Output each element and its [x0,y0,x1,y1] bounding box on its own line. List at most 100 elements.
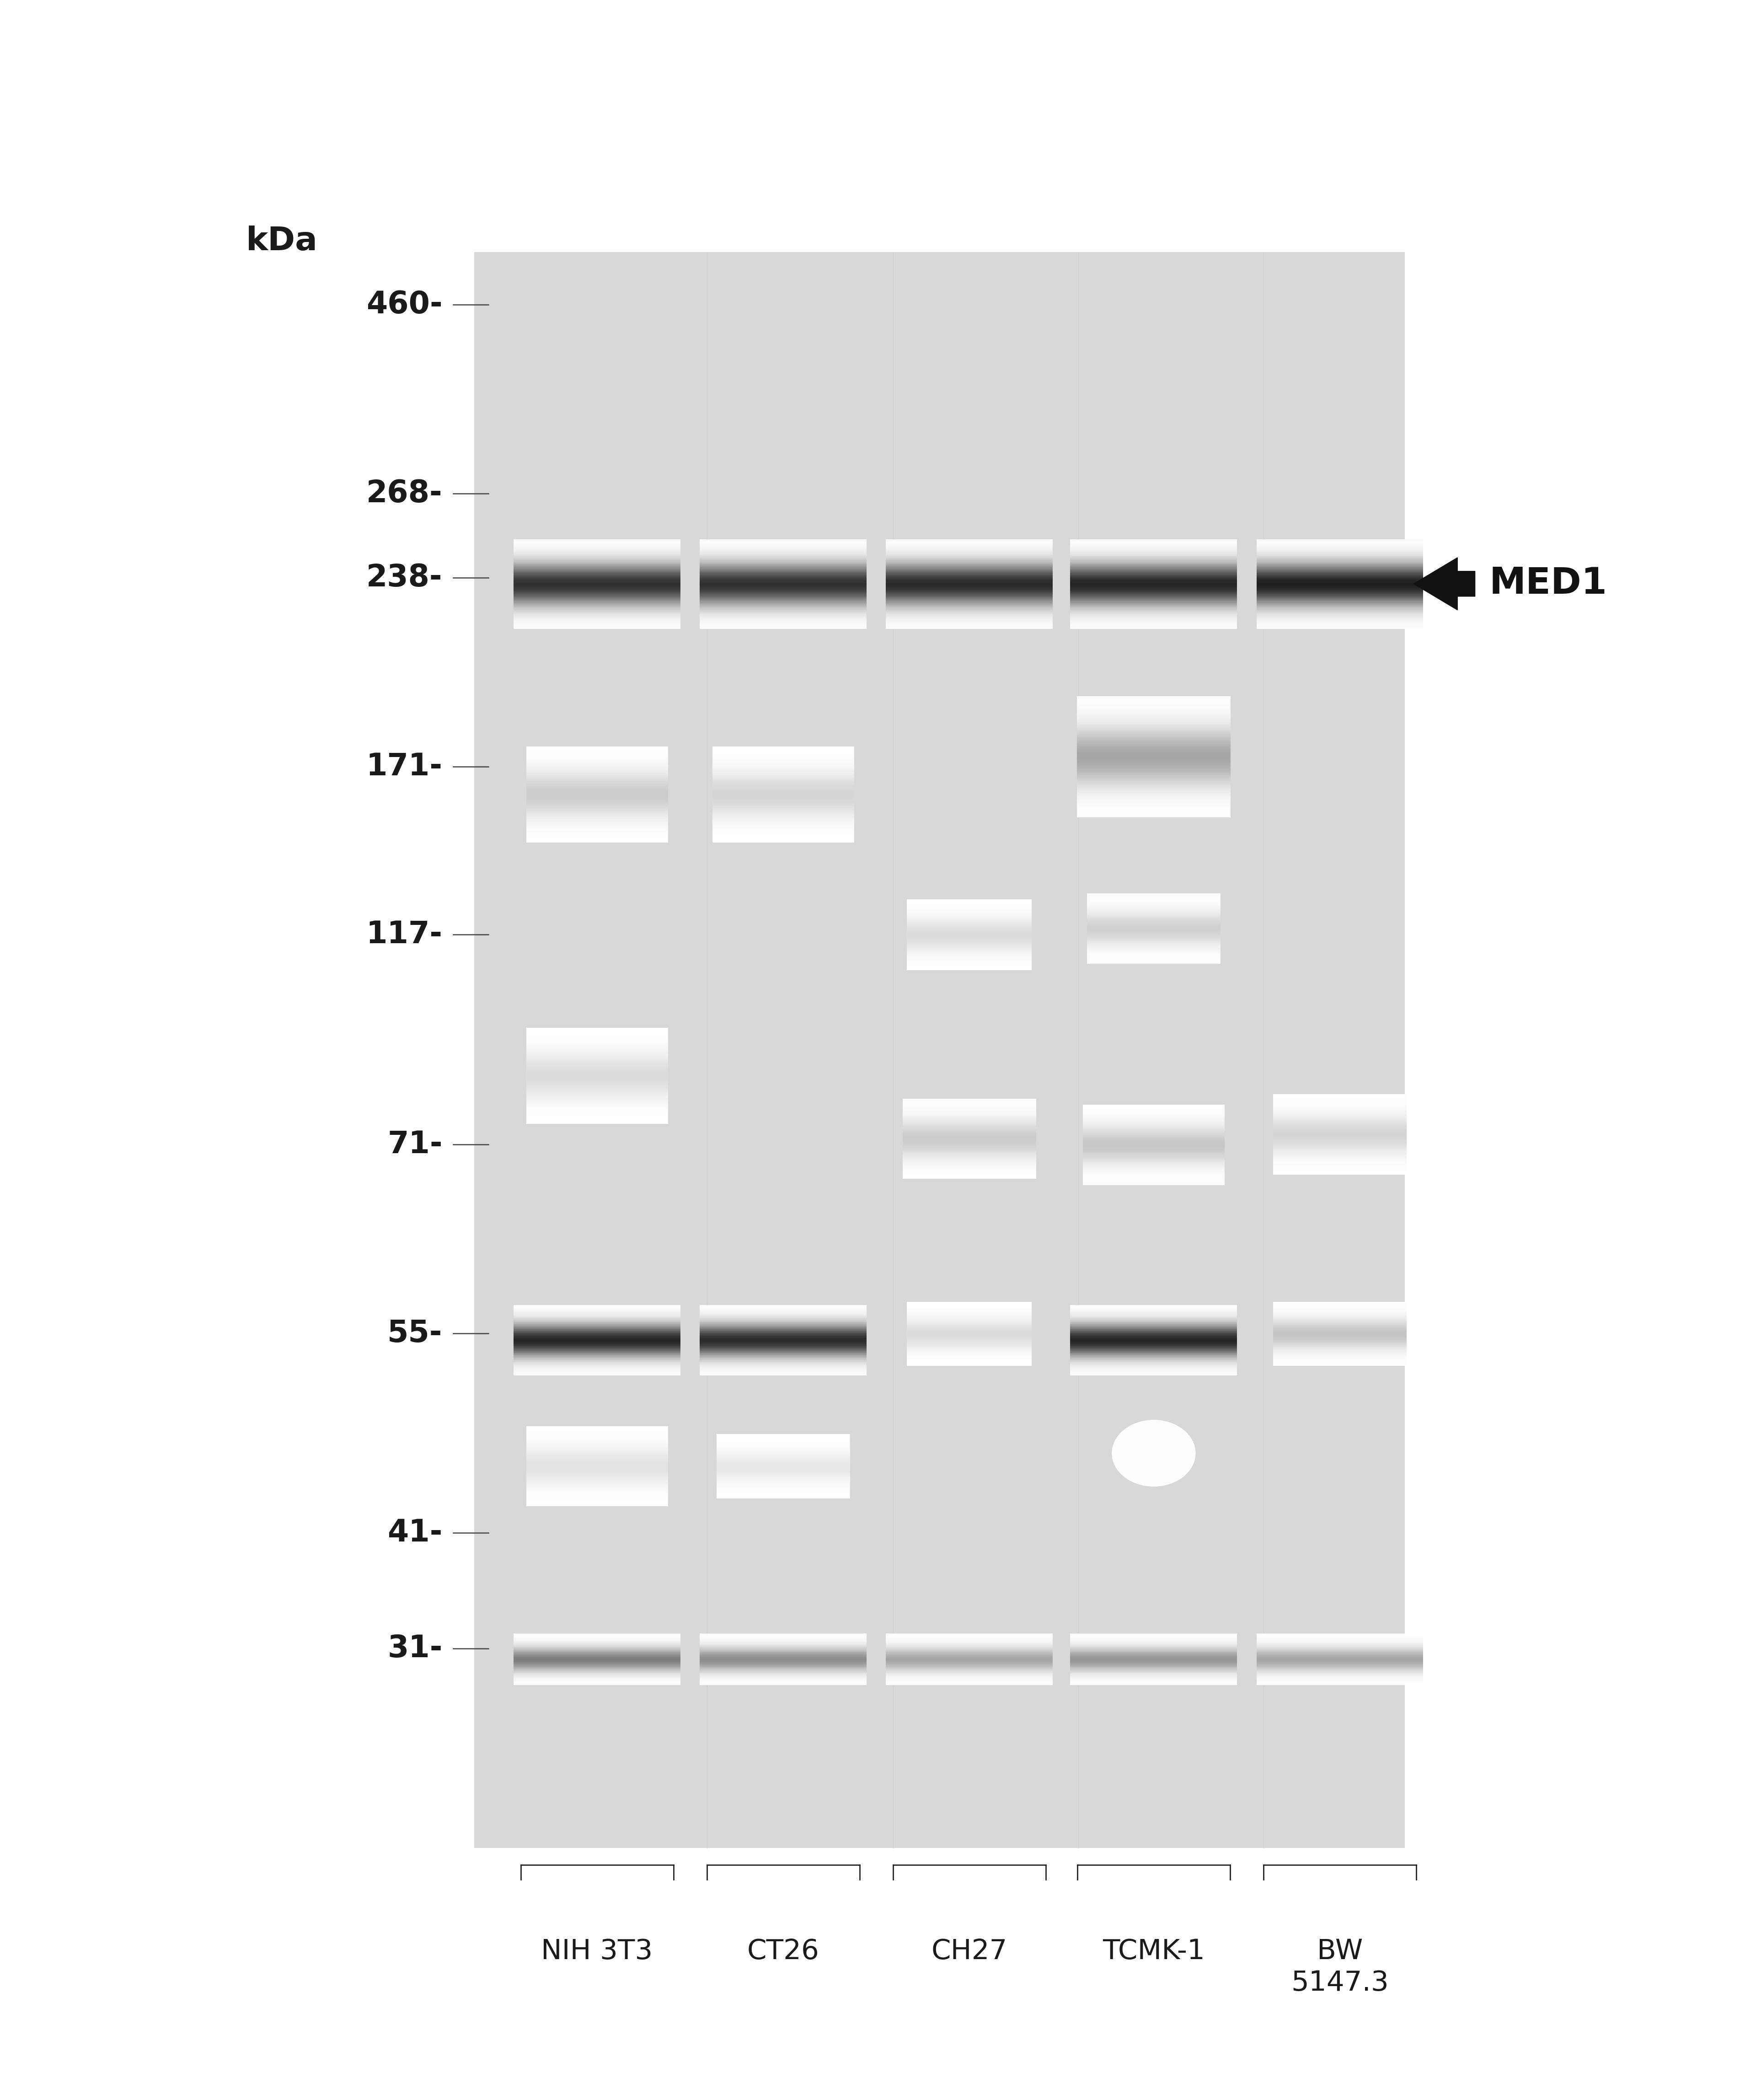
Bar [527,1474,667,1478]
Bar [513,550,681,552]
Bar [527,771,667,773]
Bar [887,1636,1052,1638]
Bar [906,1321,1033,1323]
Bar [513,596,681,601]
Bar [1076,737,1231,741]
Bar [699,1321,867,1323]
Bar [713,811,853,815]
Bar [1273,1325,1407,1329]
Bar [1076,760,1231,764]
Bar [716,1457,850,1462]
Bar [1083,1151,1224,1153]
Bar [1273,1321,1407,1323]
Bar [513,584,681,586]
Bar [513,561,681,565]
Bar [1071,1342,1236,1346]
Bar [699,1310,867,1312]
Bar [1083,1105,1224,1107]
Bar [1273,1107,1407,1111]
Bar [1087,928,1220,930]
Bar [1087,935,1220,937]
Bar [1273,1342,1407,1344]
Bar [527,834,667,838]
Bar [1273,1155,1407,1157]
Bar [513,1670,681,1672]
Bar [699,542,867,544]
Bar [1083,1126,1224,1128]
Bar [1071,1646,1236,1648]
Bar [1083,1107,1224,1111]
Bar [1071,596,1236,598]
Bar [527,748,667,752]
Bar [699,594,867,596]
Bar [527,811,667,815]
Bar [1257,615,1422,617]
Bar [716,1493,850,1495]
Bar [1257,603,1422,605]
Bar [1257,601,1422,603]
Bar [527,1468,667,1470]
Bar [699,1640,867,1642]
Bar [1083,1166,1224,1170]
Bar [1257,1657,1422,1659]
Bar [1257,1682,1422,1684]
Bar [1273,1352,1407,1357]
Bar [527,1426,667,1428]
Bar [1273,1317,1407,1321]
Bar [887,1653,1052,1655]
Bar [887,1661,1052,1663]
Bar [527,1105,667,1109]
Bar [513,582,681,586]
Bar [887,1670,1052,1672]
Bar [887,586,1052,590]
Bar [513,540,681,542]
Bar [903,1126,1036,1128]
Bar [513,1336,681,1338]
Bar [1071,1321,1236,1323]
Bar [699,1644,867,1646]
Bar [1071,1348,1236,1350]
Bar [903,1157,1036,1159]
Bar [513,546,681,548]
Bar [527,1466,667,1468]
Bar [1273,1359,1407,1361]
Bar [906,1357,1033,1359]
Bar [906,924,1033,926]
Bar [513,1361,681,1363]
Bar [887,561,1052,563]
Bar [513,1640,681,1642]
Bar [1087,901,1220,903]
Bar [887,609,1052,611]
Bar [906,1352,1033,1357]
Bar [1257,622,1422,626]
Bar [1273,1121,1407,1124]
Bar [887,546,1052,548]
Bar [1257,1651,1422,1653]
Bar [1071,1310,1236,1312]
Bar [1071,617,1236,619]
Bar [699,561,867,563]
Bar [527,1063,667,1065]
Bar [699,1672,867,1674]
Bar [1071,546,1236,548]
Bar [713,802,853,806]
Bar [527,1493,667,1495]
Bar [1071,1682,1236,1684]
Bar [699,1634,867,1636]
Bar [713,754,853,758]
Bar [887,620,1052,622]
Bar [906,964,1033,966]
Bar [713,752,853,756]
Bar [513,586,681,588]
Bar [513,1667,681,1670]
Bar [1273,1166,1407,1168]
Bar [713,840,853,842]
Bar [1087,895,1220,899]
Bar [527,819,667,821]
Bar [1087,947,1220,949]
Bar [699,575,867,580]
Bar [906,939,1033,941]
Bar [1087,930,1220,932]
Bar [513,1346,681,1348]
Bar [1076,745,1231,750]
